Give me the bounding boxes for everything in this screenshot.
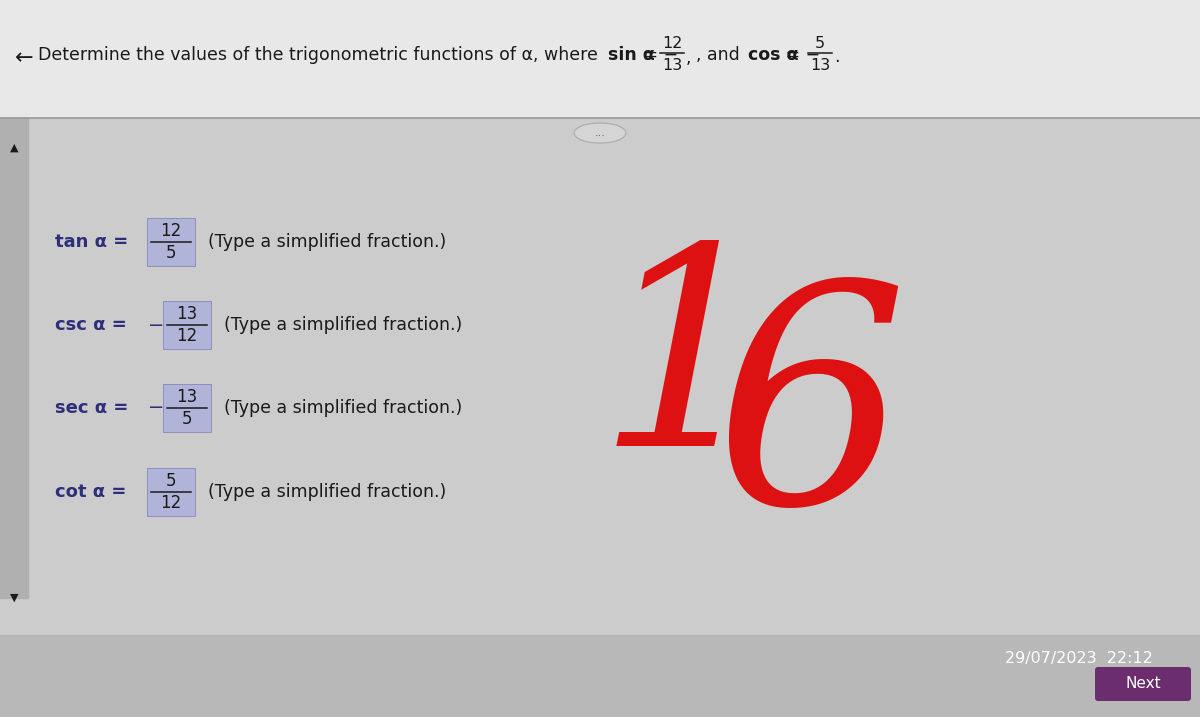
Text: 5: 5 <box>166 244 176 262</box>
Text: 1: 1 <box>596 235 773 505</box>
Text: ...: ... <box>594 128 606 138</box>
Text: .: . <box>834 48 840 66</box>
Text: (Type a simplified fraction.): (Type a simplified fraction.) <box>224 399 462 417</box>
Text: (Type a simplified fraction.): (Type a simplified fraction.) <box>208 483 446 501</box>
Bar <box>0 635 1200 717</box>
Text: 6: 6 <box>713 272 907 568</box>
Text: ▲: ▲ <box>10 143 18 153</box>
Text: 12: 12 <box>662 37 682 52</box>
Text: (Type a simplified fraction.): (Type a simplified fraction.) <box>224 316 462 334</box>
FancyBboxPatch shape <box>163 301 211 349</box>
Text: ,: , <box>686 49 691 67</box>
Bar <box>0 118 28 598</box>
Text: csc α =: csc α = <box>55 316 127 334</box>
Text: ←: ← <box>14 48 34 68</box>
FancyBboxPatch shape <box>148 468 194 516</box>
Text: , and: , and <box>696 46 745 64</box>
Text: 12: 12 <box>161 494 181 512</box>
Text: 13: 13 <box>176 388 198 406</box>
FancyBboxPatch shape <box>163 384 211 432</box>
Text: sec α =: sec α = <box>55 399 128 417</box>
Text: cos α: cos α <box>748 46 798 64</box>
Text: = −: = − <box>780 46 820 64</box>
Text: −: − <box>148 399 164 417</box>
FancyBboxPatch shape <box>1096 667 1190 701</box>
Bar <box>0 0 1200 118</box>
Text: 13: 13 <box>662 57 682 72</box>
Text: 12: 12 <box>176 327 198 345</box>
Text: cot α =: cot α = <box>55 483 126 501</box>
Text: Determine the values of the trigonometric functions of α, where: Determine the values of the trigonometri… <box>38 46 604 64</box>
Text: 5: 5 <box>181 410 192 428</box>
Text: 29/07/2023  22:12: 29/07/2023 22:12 <box>1006 650 1153 665</box>
Text: −: − <box>148 315 164 335</box>
Text: Next: Next <box>1126 677 1160 691</box>
Text: sin α: sin α <box>608 46 655 64</box>
Ellipse shape <box>574 123 626 143</box>
Text: 13: 13 <box>810 57 830 72</box>
Text: 5: 5 <box>166 472 176 490</box>
Text: 13: 13 <box>176 305 198 323</box>
Text: 5: 5 <box>815 37 826 52</box>
Text: tan α =: tan α = <box>55 233 128 251</box>
Text: ▼: ▼ <box>10 593 18 603</box>
Bar <box>0 118 1200 717</box>
Text: = −: = − <box>638 46 678 64</box>
Text: (Type a simplified fraction.): (Type a simplified fraction.) <box>208 233 446 251</box>
Text: 12: 12 <box>161 222 181 240</box>
FancyBboxPatch shape <box>148 218 194 266</box>
